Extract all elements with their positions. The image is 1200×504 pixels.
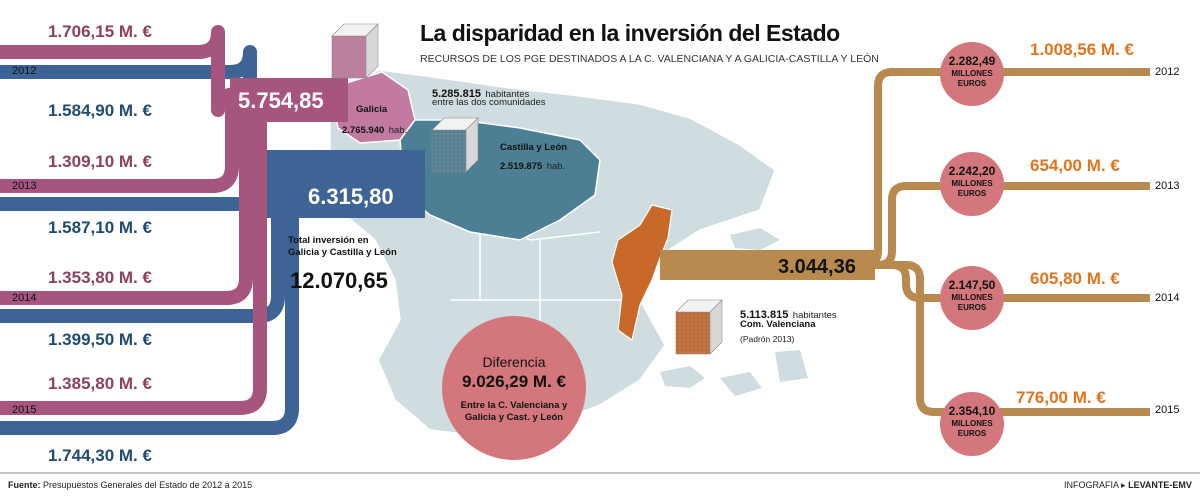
avg-euros-2014: EUROS xyxy=(957,303,987,312)
galicia-population: 2.765.940 hab. xyxy=(342,120,407,138)
valencia-band-merged xyxy=(660,250,875,280)
left-flow-bands xyxy=(0,25,425,435)
cyl-population-value: 2.519.875 xyxy=(500,161,543,172)
valencia-total: 3.044,36 xyxy=(778,256,856,278)
cyl-label: Castilla y León xyxy=(500,142,568,153)
total-label: Total inversión en Galicia y Castilla y … xyxy=(288,235,397,258)
year-label-2013-left: 2013 xyxy=(12,180,37,192)
year-label-2015-left: 2015 xyxy=(12,404,37,416)
avg-circle-2014 xyxy=(940,266,1004,330)
both-population-suffix: habitantes xyxy=(485,89,530,100)
valencia-value-2012: 1.008,56 M. € xyxy=(1030,40,1134,59)
total-value: 12.070,65 xyxy=(290,268,388,293)
galicia-population-cube-icon xyxy=(331,23,379,79)
difference-value: 9.026,29 M. € xyxy=(462,372,566,391)
both-population-sub: entre las dos comunidades xyxy=(432,97,546,108)
avg-circle-2013 xyxy=(940,152,1004,216)
avg-value-2014: 2.147,50 xyxy=(948,278,996,292)
year-label-2014-right: 2014 xyxy=(1155,292,1180,304)
cube-front xyxy=(675,311,711,355)
avg-millones-2015: MILLONES xyxy=(951,419,993,428)
difference-sub: Entre la C. Valenciana y Galicia y Cast.… xyxy=(460,400,568,423)
galicia-value-2012: 1.706,15 M. € xyxy=(48,22,152,41)
galicia-population-value: 2.765.940 xyxy=(342,125,385,136)
galicia-label: Galicia xyxy=(356,104,388,115)
right-flow-bands xyxy=(660,68,1150,416)
valencia-note: (Padrón 2013) xyxy=(740,334,795,344)
map-border-lines xyxy=(450,160,640,430)
avg-value-2013: 2.242,20 xyxy=(948,164,996,178)
valencia-band-2015 xyxy=(860,261,1150,416)
balearic-islands xyxy=(730,228,780,250)
avg-euros-2013: EUROS xyxy=(957,189,987,198)
credit-label: INFOGRAFIA xyxy=(1064,480,1119,490)
difference-label: Diferencia xyxy=(482,354,546,370)
year-label-2014-left: 2014 xyxy=(12,292,37,304)
avg-value-2015: 2.354,10 xyxy=(948,404,996,418)
footer-credit: INFOGRAFIA ▸ LEVANTE-EMV xyxy=(1064,480,1192,491)
cube-front xyxy=(431,129,467,173)
cyl-value-2013: 1.587,10 M. € xyxy=(48,218,152,237)
cyl-value-2015: 1.744,30 M. € xyxy=(48,446,152,465)
footer-source-text: Presupuestos Generales del Estado de 201… xyxy=(43,480,253,490)
difference-circle xyxy=(442,316,586,460)
castilla-leon-population-cube-icon xyxy=(431,117,479,173)
cyl-population: 2.519.875 hab. xyxy=(500,156,565,174)
avg-millones-2012: MILLONES xyxy=(951,69,993,78)
avg-circle-2015 xyxy=(940,392,1004,456)
avg-millones-2014: MILLONES xyxy=(951,293,993,302)
valencia-population-cube-icon xyxy=(675,299,723,355)
cyl-total: 6.315,80 xyxy=(308,184,394,209)
both-population-value: 5.285.815 xyxy=(432,88,481,100)
year-label-2012-left: 2012 xyxy=(12,65,37,77)
footer-source: Fuente: Presupuestos Generales del Estad… xyxy=(8,480,252,490)
galicia-value-2015: 1.385,80 M. € xyxy=(48,374,152,393)
valencia-population-value: 5.113.815 xyxy=(740,309,789,321)
cyl-band-merged xyxy=(260,150,425,218)
avg-value-2012: 2.282,49 xyxy=(948,54,996,68)
footer-source-label: Fuente: xyxy=(8,480,41,490)
valencia-population-suffix: habitantes xyxy=(792,310,837,321)
cyl-value-2012: 1.584,90 M. € xyxy=(48,101,152,120)
galicia-band-2012 xyxy=(0,25,345,117)
valencia-region xyxy=(611,204,673,342)
year-label-2015-right: 2015 xyxy=(1155,404,1180,416)
valencia-population: 5.113.815 habitantes xyxy=(740,305,837,323)
galicia-value-2014: 1.353,80 M. € xyxy=(48,268,152,287)
cyl-hab: hab. xyxy=(546,161,566,172)
page-subtitle: RECURSOS DE LOS PGE DESTINADOS A LA C. V… xyxy=(420,53,879,65)
cube-front xyxy=(331,35,367,79)
valencia-value-2013: 654,00 M. € xyxy=(1030,156,1120,175)
galicia-value-2013: 1.309,10 M. € xyxy=(48,152,152,171)
avg-euros-2012: EUROS xyxy=(957,79,987,88)
valencia-value-2015: 776,00 M. € xyxy=(1016,388,1106,407)
avg-circle-2012 xyxy=(940,42,1004,106)
credit-name: LEVANTE-EMV xyxy=(1128,480,1192,490)
cyl-value-2014: 1.399,50 M. € xyxy=(48,330,152,349)
year-label-2012-right: 2012 xyxy=(1155,66,1180,78)
both-population: 5.285.815 habitantes xyxy=(432,84,529,102)
galicia-total: 5.754,85 xyxy=(238,88,324,113)
avg-millones-2013: MILLONES xyxy=(951,179,993,188)
avg-euros-2015: EUROS xyxy=(957,429,987,438)
average-circles xyxy=(940,42,1004,456)
valencia-label: Com. Valenciana xyxy=(740,319,816,330)
canary-islands xyxy=(660,350,808,396)
galicia-hab: hab. xyxy=(388,125,408,136)
galicia-band-merged xyxy=(230,78,348,122)
page-title: La disparidad en la inversión del Estado xyxy=(420,20,840,46)
credit-arrow-icon: ▸ xyxy=(1121,480,1126,490)
valencia-value-2014: 605,80 M. € xyxy=(1030,269,1120,288)
year-label-2013-right: 2013 xyxy=(1155,180,1180,192)
